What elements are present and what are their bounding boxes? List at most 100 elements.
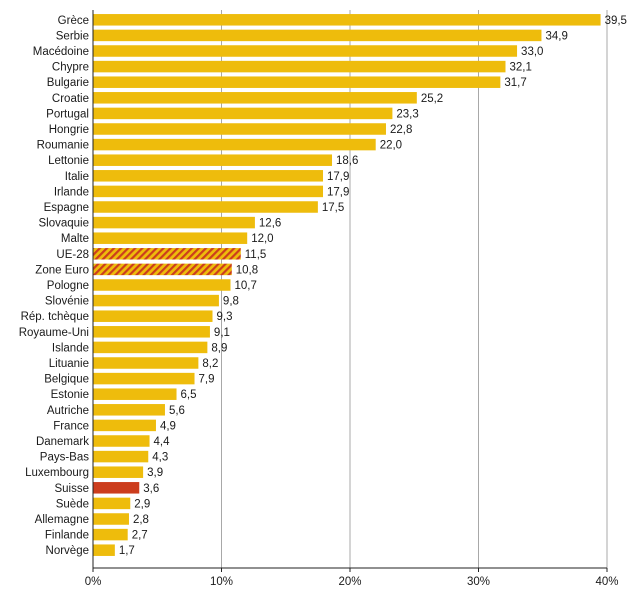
value-label: 17,5 [322,202,344,214]
category-label: Hongrie [49,124,89,136]
bar [93,14,601,26]
value-label: 3,6 [143,483,159,495]
bar [93,232,248,244]
value-label: 9,8 [223,296,239,308]
bar [93,263,232,276]
value-label: 12,0 [251,233,273,245]
category-label: Macédoine [33,46,89,58]
value-label: 2,8 [133,514,149,526]
bar [93,201,318,213]
category-label: Suède [56,498,89,510]
category-label: Bulgarie [47,77,89,89]
category-label: Danemark [36,436,89,448]
value-label: 32,1 [509,62,531,74]
category-label: Irlande [54,186,89,198]
bar [93,248,241,260]
category-label: Norvège [46,545,89,557]
bar [93,357,199,369]
category-label: Luxembourg [25,467,89,479]
bar [93,497,131,510]
bar [93,216,255,229]
category-label: Portugal [46,108,89,120]
bar [93,76,501,88]
x-axis: 0% 10% 20% 30% 40% [85,10,619,588]
bar [93,419,156,432]
category-label: Finlande [45,530,89,542]
value-label: 5,6 [169,405,185,417]
value-label: 4,9 [160,420,176,432]
bar [93,372,195,385]
bar [93,154,333,166]
x-tick-label: 40% [595,576,618,588]
value-label: 1,7 [119,545,135,557]
value-label: 9,1 [214,327,230,339]
x-tick-label: 10% [210,576,233,588]
value-label: 22,8 [390,124,412,136]
bar [93,185,324,198]
value-label: 39,5 [605,15,627,27]
bar [93,123,386,135]
labels: Grèce 39,5 Serbie 34,9 Macédoine 33,0 Chypre 32… [19,15,627,557]
category-label: Malte [61,233,89,245]
value-label: 8,2 [202,358,218,370]
category-label: Espagne [44,202,89,214]
bar [93,45,518,57]
value-label: 31,7 [504,77,526,89]
bar [93,513,129,525]
bar [93,107,393,120]
category-label: Estonie [51,389,89,401]
category-label: Royaume-Uni [19,327,89,339]
value-label: 9,3 [217,311,233,323]
value-label: 3,9 [147,467,163,479]
bar [93,92,417,104]
bar [93,404,165,416]
bar [93,544,115,556]
bar [93,528,128,541]
category-label: Islande [52,342,89,354]
bar [93,279,231,291]
value-label: 4,3 [152,452,168,464]
category-label: Autriche [47,405,89,417]
x-tick-label: 20% [338,576,361,588]
category-label: Croatie [52,93,89,105]
bar [93,294,219,307]
bar [93,482,140,494]
value-label: 22,0 [380,140,402,152]
category-label: Lituanie [49,358,89,370]
bar [93,29,542,42]
value-label: 2,9 [134,498,150,510]
category-label: Chypre [52,62,89,74]
value-label: 34,9 [545,30,567,42]
bar [93,326,210,338]
value-label: 18,6 [336,155,358,167]
bar [93,466,144,478]
category-label: France [53,420,89,432]
category-label: Zone Euro [35,264,89,276]
bar [93,450,149,463]
category-label: Italie [65,171,89,183]
category-label: Suisse [54,483,89,495]
bar [93,435,150,447]
value-label: 8,9 [211,342,227,354]
category-label: Serbie [56,30,89,42]
value-label: 2,7 [132,530,148,542]
value-label: 12,6 [259,218,281,230]
category-label: Slovénie [45,296,89,308]
category-label: Slovaquie [38,218,89,230]
value-label: 17,9 [327,171,349,183]
value-label: 33,0 [521,46,543,58]
bar [93,388,177,400]
x-tick-label: 30% [467,576,490,588]
value-label: 6,5 [181,389,197,401]
category-label: Lettonie [48,155,89,167]
x-tick-label: 0% [85,576,102,588]
category-label: Roumanie [37,140,89,152]
bars [93,14,601,556]
value-label: 7,9 [199,374,215,386]
category-label: UE-28 [56,249,89,261]
bar [93,170,324,182]
value-label: 11,5 [245,249,267,261]
value-label: 4,4 [154,436,171,448]
category-label: Pologne [47,280,89,292]
